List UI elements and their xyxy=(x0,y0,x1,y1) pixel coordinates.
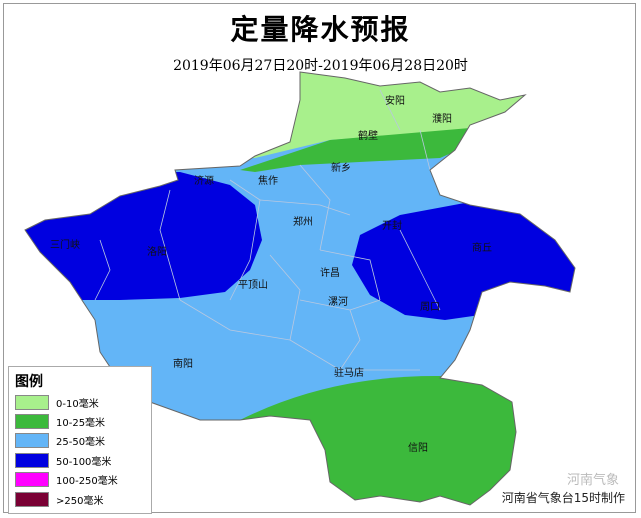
city-label: 南阳 xyxy=(173,357,193,370)
city-label: 焦作 xyxy=(258,174,278,187)
city-label: 洛阳 xyxy=(147,245,167,258)
legend-swatch xyxy=(15,413,49,429)
legend-label: 25-50毫米 xyxy=(56,436,106,448)
legend-label: 0-10毫米 xyxy=(56,398,99,410)
zone-50-100-west xyxy=(25,170,262,300)
legend-item: 10-25毫米 xyxy=(15,413,106,429)
credit-text: 河南省气象台15时制作 xyxy=(501,491,625,505)
legend-title: 图例 xyxy=(15,374,43,390)
city-label: 漯河 xyxy=(328,296,348,308)
city-label: 三门峡 xyxy=(50,238,80,251)
city-label: 郑州 xyxy=(293,215,313,228)
map-subtitle: 2019年06月27日20时-2019年06月28日20时 xyxy=(173,58,468,74)
legend-item: 0-10毫米 xyxy=(15,394,99,410)
city-label: 安阳 xyxy=(385,94,405,107)
city-label: 平顶山 xyxy=(238,279,268,291)
legend-item: >250毫米 xyxy=(15,491,104,507)
legend-item: 100-250毫米 xyxy=(15,471,118,487)
legend-swatch xyxy=(15,491,49,507)
legend-item: 25-50毫米 xyxy=(15,432,106,448)
legend-label: 100-250毫米 xyxy=(56,475,118,487)
city-label: 许昌 xyxy=(320,267,340,279)
legend: 图例 0-10毫米 10-25毫米 25-50毫米 50-100毫米 100-2… xyxy=(8,366,152,514)
map-title: 定量降水预报 xyxy=(230,13,411,46)
legend-swatch xyxy=(15,471,49,487)
city-label: 濮阳 xyxy=(432,112,452,125)
city-label: 商丘 xyxy=(472,241,492,254)
legend-swatch xyxy=(15,452,49,468)
city-label: 周口 xyxy=(420,301,440,313)
map-frame xyxy=(3,3,636,513)
legend-swatch xyxy=(15,394,49,410)
legend-swatch xyxy=(15,432,49,448)
city-label: 驻马店 xyxy=(334,366,364,379)
zone-10-25-north xyxy=(240,128,470,172)
city-label: 济源 xyxy=(194,174,214,187)
legend-label: 10-25毫米 xyxy=(56,417,106,429)
city-label: 信阳 xyxy=(408,442,428,454)
city-label: 开封 xyxy=(382,219,402,232)
watermark: 河南气象 xyxy=(566,473,619,488)
legend-label: >250毫米 xyxy=(56,495,104,507)
legend-label: 50-100毫米 xyxy=(56,456,112,468)
city-label: 新乡 xyxy=(331,161,351,174)
city-boundaries xyxy=(94,89,441,371)
zone-50-100-east xyxy=(352,200,575,320)
city-labels: 安阳 濮阳 鹤壁 新乡 济源 焦作 郑州 开封 商丘 三门峡 洛阳 许昌 平顶山… xyxy=(50,94,492,454)
legend-item: 50-100毫米 xyxy=(15,452,112,468)
city-label: 鹤壁 xyxy=(358,129,378,142)
